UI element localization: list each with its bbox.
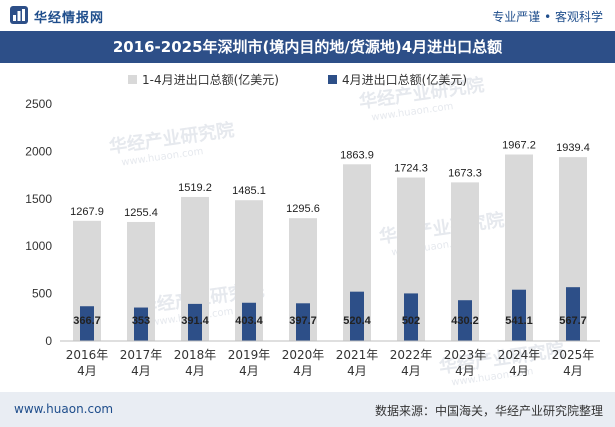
data-label-april: 567.7 xyxy=(559,315,587,327)
x-tick-label: 4月 xyxy=(563,364,583,378)
bar-april xyxy=(404,293,418,341)
slogan: 专业严谨 • 客观科学 xyxy=(492,10,603,24)
x-tick-label: 4月 xyxy=(131,364,151,378)
data-label-total: 1939.4 xyxy=(556,142,590,154)
y-axis: 0 500 1000 1500 2000 2500 xyxy=(25,97,52,348)
x-tick-label: 4月 xyxy=(401,364,421,378)
bar-april xyxy=(80,306,94,341)
data-label-total: 1967.2 xyxy=(502,140,536,152)
y-tick-label: 1500 xyxy=(25,192,52,206)
bar-april xyxy=(458,300,472,341)
data-label-april: 541.1 xyxy=(505,315,533,327)
x-tick-label: 4月 xyxy=(239,364,259,378)
site-url[interactable]: www.huaon.com xyxy=(14,402,114,416)
x-tick-label: 2020年 xyxy=(282,348,325,362)
x-tick-label: 2017年 xyxy=(120,348,163,362)
data-label-april: 403.4 xyxy=(235,315,263,327)
x-tick-label: 4月 xyxy=(347,364,367,378)
x-tick-label: 2019年 xyxy=(228,348,271,362)
data-label-april: 397.7 xyxy=(289,315,317,327)
footer-bar: www.huaon.com 数据来源：中国海关，华经产业研究院整理 xyxy=(0,392,615,427)
x-tick-label: 2024年 xyxy=(498,348,541,362)
data-label-total: 1295.6 xyxy=(286,203,320,215)
title-band: 2016-2025年深圳市(境内目的地/货源地)4月进出口总额 xyxy=(0,31,615,63)
x-tick-label: 4月 xyxy=(293,364,313,378)
bar-april xyxy=(350,291,364,341)
x-tick-label: 4月 xyxy=(185,364,205,378)
legend-swatch xyxy=(128,75,137,84)
x-tick-label: 4月 xyxy=(455,364,475,378)
bar-april xyxy=(188,303,202,341)
data-label-total: 1267.9 xyxy=(70,206,104,218)
data-label-total: 1519.2 xyxy=(178,182,212,194)
data-labels: 1267.9 366.7 1255.4 353 1519.2 391.4 1485.1 403… xyxy=(70,140,590,327)
bar-april xyxy=(134,307,148,341)
data-label-total: 1673.3 xyxy=(448,167,482,179)
bars-layer xyxy=(73,154,587,341)
x-tick-label: 2022年 xyxy=(390,348,433,362)
x-tick-label: 2018年 xyxy=(174,348,217,362)
bar-april xyxy=(296,303,310,341)
brand-name: 华经情报网 xyxy=(34,11,105,26)
legend: 1-4月进出口总额(亿美元) 4月进出口总额(亿美元) xyxy=(128,72,467,87)
x-tick-label: 4月 xyxy=(509,364,529,378)
bar-april xyxy=(242,302,256,341)
data-label-april: 430.2 xyxy=(451,315,479,327)
y-tick-label: 500 xyxy=(32,287,52,301)
data-source: 数据来源：中国海关，华经产业研究院整理 xyxy=(374,404,603,418)
y-tick-label: 2000 xyxy=(25,144,52,158)
chart-title: 2016-2025年深圳市(境内目的地/货源地)4月进出口总额 xyxy=(112,38,503,56)
data-label-april: 502 xyxy=(402,315,420,327)
data-label-total: 1485.1 xyxy=(232,185,266,197)
x-tick-label: 2021年 xyxy=(336,348,379,362)
bar-april xyxy=(512,289,526,341)
top-bar: 华经情报网 专业严谨 • 客观科学 xyxy=(0,0,615,30)
y-tick-label: 1000 xyxy=(25,239,52,253)
legend-swatch xyxy=(328,75,337,84)
data-label-total: 1255.4 xyxy=(124,207,158,219)
y-tick-label: 0 xyxy=(45,334,52,348)
bar-april xyxy=(566,287,580,341)
x-tick-label: 2023年 xyxy=(444,348,487,362)
data-label-april: 353 xyxy=(132,315,150,327)
x-tick-label: 2016年 xyxy=(66,348,109,362)
legend-label: 4月进出口总额(亿美元) xyxy=(342,72,467,87)
data-label-april: 366.7 xyxy=(73,315,101,327)
legend-label: 1-4月进出口总额(亿美元) xyxy=(142,72,279,87)
data-label-april: 391.4 xyxy=(181,315,209,327)
bar-chart: 华经产业研究院www.huaon.com华经产业研究院www.huaon.com… xyxy=(25,72,600,388)
y-tick-label: 2500 xyxy=(25,97,52,111)
data-label-total: 1724.3 xyxy=(394,163,428,175)
data-label-april: 520.4 xyxy=(343,315,371,327)
data-label-total: 1863.9 xyxy=(340,149,374,161)
x-tick-label: 2025年 xyxy=(552,348,595,362)
logo-icon xyxy=(10,6,28,24)
x-tick-label: 4月 xyxy=(77,364,97,378)
x-axis: 2016年 4月 2017年 4月 2018年 4月 2019年 4月 2020年 4月 2021年… xyxy=(60,340,600,378)
